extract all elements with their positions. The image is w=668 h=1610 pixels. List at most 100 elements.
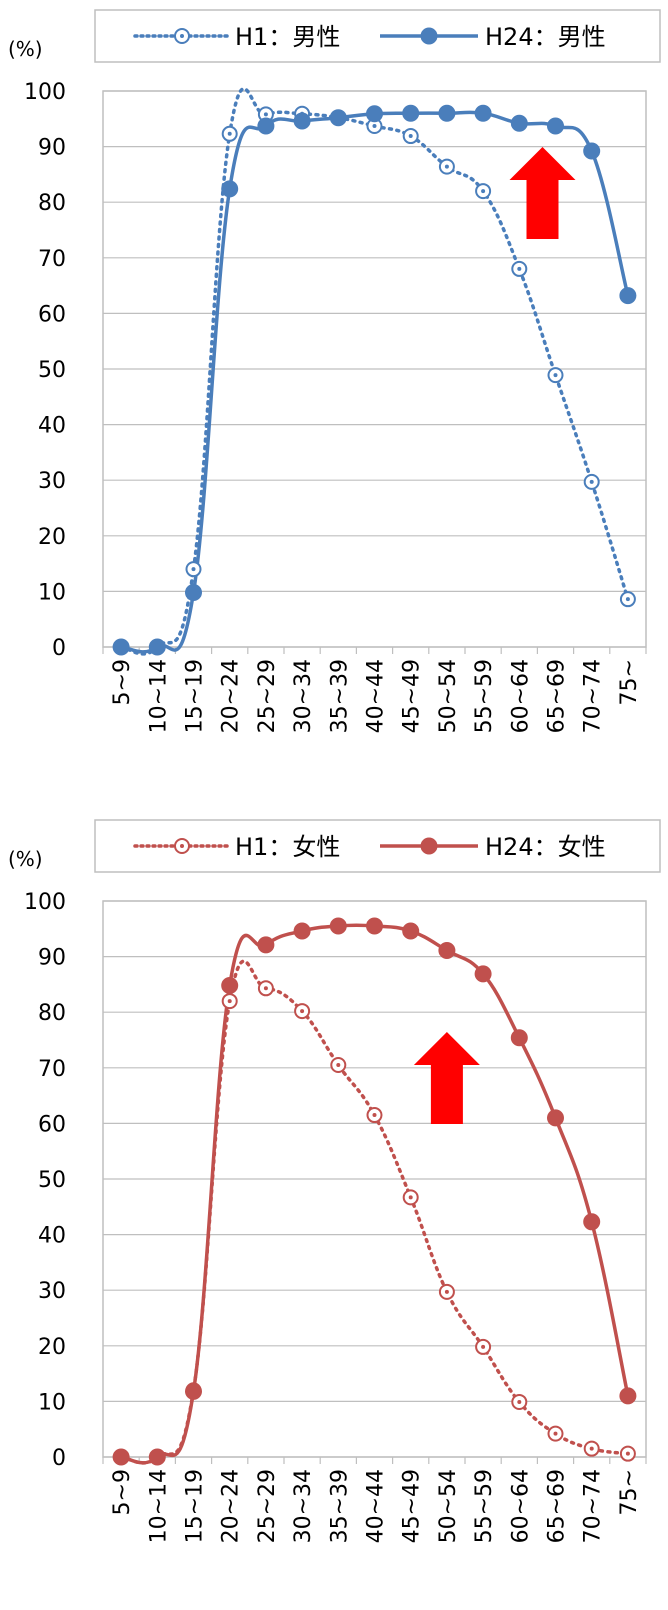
data-point-h24 [366, 105, 383, 123]
data-point-center-h1 [517, 1399, 522, 1404]
data-point-h24 [547, 1109, 564, 1127]
y-tick-label: 30 [38, 1279, 66, 1304]
data-point-h24 [438, 104, 456, 122]
data-point-h24 [510, 114, 528, 132]
legend-label-h24: H24：男性 [485, 23, 606, 51]
y-tick-label: 80 [38, 1001, 66, 1026]
x-tick-label: 75~ [617, 1469, 642, 1515]
data-point-h24 [148, 1448, 166, 1466]
legend-label-h24: H24：女性 [485, 833, 606, 861]
male-chart-svg: H1：男性 H24：男性 (%) 0 10 20 30 40 50 60 70 80 90 100 5~9 1… [8, 9, 661, 733]
y-tick-label: 50 [38, 1168, 66, 1193]
data-point-center-h1 [553, 1431, 558, 1436]
data-point-h24 [148, 638, 166, 656]
x-tick-label: 45~49 [400, 659, 425, 733]
x-tick-label: 5~9 [110, 659, 135, 705]
y-axis-unit-label: (%) [8, 37, 43, 61]
data-point-center-h1 [372, 124, 377, 129]
data-point-h24 [474, 104, 492, 122]
y-tick-label: 0 [52, 636, 66, 661]
x-tick-label: 40~44 [364, 1469, 389, 1543]
x-tick-label: 25~29 [255, 659, 280, 733]
y-tick-label: 100 [24, 890, 66, 915]
x-tick-label: 35~39 [327, 1469, 352, 1543]
y-tick-label: 70 [38, 1057, 66, 1082]
data-point-center-h1 [336, 1063, 341, 1068]
data-point-center-h1 [191, 567, 196, 572]
x-tick-label: 75~ [617, 659, 642, 705]
y-tick-label: 60 [38, 302, 66, 327]
data-point-h24 [185, 584, 202, 602]
data-point-h24 [619, 1387, 637, 1405]
data-point-center-h1 [227, 999, 232, 1004]
data-point-h24 [112, 1448, 130, 1466]
data-point-h24 [257, 117, 275, 135]
x-tick-label: 70~74 [581, 659, 606, 733]
x-tick-label: 10~14 [146, 659, 171, 733]
data-point-center-h1 [263, 986, 268, 991]
data-point-center-h1 [625, 597, 630, 602]
data-point-h24 [329, 917, 347, 935]
legend-marker-h24 [420, 27, 438, 45]
data-point-center-h1 [517, 266, 522, 271]
male-chart: H1：男性 H24：男性 (%) 0 10 20 30 40 50 60 70 80 90 100 5~9 1… [0, 0, 668, 800]
female-chart: H1：女性 H24：女性 (%) 0 10 20 30 40 50 60 70 80 90 100 5~9 1… [0, 810, 668, 1610]
x-tick-label: 45~49 [400, 1469, 425, 1543]
female-chart-svg: H1：女性 H24：女性 (%) 0 10 20 30 40 50 60 70 80 90 100 5~9 1… [8, 819, 661, 1543]
data-point-h24 [293, 922, 311, 940]
x-tick-label: 30~34 [291, 659, 316, 733]
y-tick-label: 10 [38, 580, 66, 605]
y-tick-label: 40 [38, 1224, 66, 1249]
y-tick-label: 100 [24, 80, 66, 105]
data-point-h24 [402, 922, 420, 940]
data-point-center-h1 [372, 1113, 377, 1118]
data-point-center-h1 [625, 1451, 630, 1456]
legend-marker-dot-h1 [180, 34, 184, 38]
data-point-h24 [366, 917, 383, 935]
y-tick-label: 10 [38, 1390, 66, 1415]
y-tick-label: 0 [52, 1446, 66, 1471]
data-point-h24 [474, 965, 492, 983]
data-point-center-h1 [444, 1289, 449, 1294]
increase-arrow-icon [509, 147, 576, 239]
x-tick-label: 60~64 [508, 1469, 533, 1543]
data-point-h24 [293, 112, 311, 130]
y-tick-label: 30 [38, 469, 66, 494]
data-point-center-h1 [589, 1446, 594, 1451]
y-tick-label: 40 [38, 414, 66, 439]
data-point-center-h1 [227, 131, 232, 136]
data-point-h24 [583, 142, 601, 160]
legend-marker-h24 [420, 837, 438, 855]
legend-label-h1: H1：男性 [235, 23, 340, 51]
data-point-center-h1 [444, 164, 449, 169]
y-tick-label: 90 [38, 136, 66, 161]
y-tick-label: 70 [38, 247, 66, 272]
x-tick-label: 5~9 [110, 1469, 135, 1515]
x-tick-label: 15~19 [183, 659, 208, 733]
x-tick-label: 70~74 [581, 1469, 606, 1543]
x-tick-label: 20~24 [219, 659, 244, 733]
data-point-center-h1 [263, 112, 268, 117]
data-point-h24 [547, 117, 564, 135]
x-tick-label: 55~59 [472, 659, 497, 733]
x-tick-label: 65~69 [545, 659, 570, 733]
y-tick-label: 20 [38, 525, 66, 550]
y-tick-label: 80 [38, 191, 66, 216]
data-point-center-h1 [408, 1195, 413, 1200]
increase-arrow-icon [413, 1032, 480, 1124]
data-point-center-h1 [481, 1344, 486, 1349]
data-point-h24 [112, 638, 130, 656]
data-point-h24 [583, 1213, 601, 1231]
data-point-h24 [221, 977, 239, 995]
x-tick-label: 20~24 [219, 1469, 244, 1543]
series-line-h1 [119, 87, 630, 656]
x-tick-label: 15~19 [183, 1469, 208, 1543]
x-tick-label: 50~54 [436, 1469, 461, 1543]
legend-marker-dot-h1 [180, 844, 184, 848]
legend-label-h1: H1：女性 [235, 833, 340, 861]
x-tick-label: 10~14 [146, 1469, 171, 1543]
x-tick-label: 60~64 [508, 659, 533, 733]
data-point-center-h1 [589, 479, 594, 484]
data-point-h24 [510, 1029, 528, 1047]
x-tick-label: 30~34 [291, 1469, 316, 1543]
